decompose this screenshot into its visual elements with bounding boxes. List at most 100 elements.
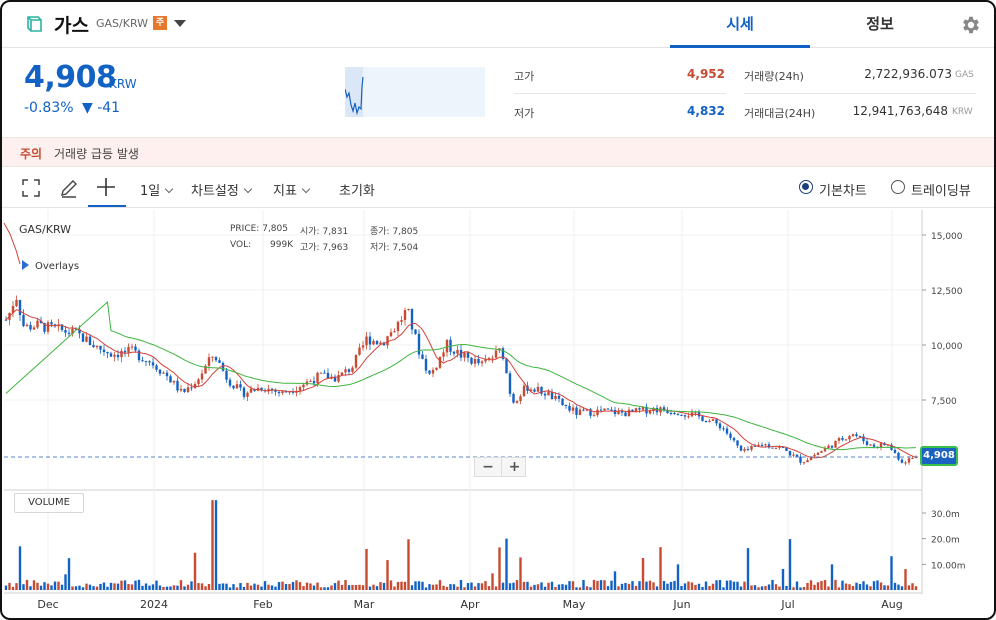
candle-body xyxy=(701,416,704,421)
candle-body xyxy=(431,369,435,374)
candle-body xyxy=(568,405,571,411)
volume-bar xyxy=(414,581,417,590)
candle-body xyxy=(624,412,627,417)
volume-bar xyxy=(589,587,592,590)
volume-bar xyxy=(319,587,323,590)
volume-bar xyxy=(638,581,641,590)
candle-body xyxy=(743,448,746,451)
volume-bar xyxy=(813,584,816,590)
volume-bar xyxy=(270,585,274,590)
volume-bar xyxy=(732,581,736,590)
volume-bar xyxy=(547,582,550,590)
y-tick-label: 7,500 xyxy=(931,397,957,407)
notice-title: 주의 xyxy=(20,147,43,161)
volume-bar xyxy=(578,587,582,590)
candle-body xyxy=(571,407,575,411)
candle-body xyxy=(64,330,67,333)
volume-bar xyxy=(176,585,179,590)
candle-body xyxy=(603,408,606,411)
volume-bar xyxy=(172,585,176,590)
zoom-in-button[interactable]: + xyxy=(501,458,527,476)
high-value: 4,952 xyxy=(687,67,725,81)
candle-body xyxy=(806,460,809,463)
basic-chart-radio[interactable] xyxy=(799,180,813,194)
candle-body xyxy=(326,372,330,379)
candle-body xyxy=(435,367,438,370)
candle-body xyxy=(214,356,218,361)
tradingview-label[interactable]: 트레이딩뷰 xyxy=(911,184,971,199)
volume-bar xyxy=(92,586,95,590)
volume-bar xyxy=(438,580,442,590)
candle-body xyxy=(32,327,36,330)
fullscreen-icon[interactable] xyxy=(22,179,40,197)
candle-body xyxy=(347,369,351,372)
chart-settings-select[interactable]: 차트설정 xyxy=(191,180,253,199)
candle-body xyxy=(778,447,781,449)
draw-pen-icon[interactable] xyxy=(59,178,79,198)
tab-quote[interactable]: 시세 xyxy=(670,2,810,48)
tradingview-radio[interactable] xyxy=(891,180,905,194)
legend-low: 저가: 7,504 xyxy=(370,240,418,253)
volume-bar xyxy=(466,583,470,590)
volume-bar xyxy=(830,564,834,590)
candle-body xyxy=(379,342,382,345)
volume-bar xyxy=(74,586,78,590)
candle-body xyxy=(519,396,522,402)
candle-body xyxy=(767,444,771,448)
candle-body xyxy=(39,320,43,323)
volume-bar xyxy=(914,586,918,590)
volume-bar xyxy=(869,586,872,590)
volume-bar xyxy=(431,584,435,590)
volume-bar xyxy=(32,580,36,590)
candle-body xyxy=(393,331,396,333)
coin-select-dropdown-icon[interactable] xyxy=(174,20,186,27)
volume-bar xyxy=(393,586,396,590)
volume-bar xyxy=(116,583,120,590)
indicators-select[interactable]: 지표 xyxy=(273,180,311,199)
crosshair-icon[interactable] xyxy=(96,177,116,197)
volume-bar xyxy=(498,547,501,590)
candle-body xyxy=(722,428,725,430)
volume-bar xyxy=(232,584,235,590)
x-tick-label: 2024 xyxy=(140,598,168,611)
candle-body xyxy=(137,350,141,361)
basic-chart-label[interactable]: 기본차트 xyxy=(819,184,867,199)
volume-bar xyxy=(242,586,246,590)
overlays-toggle[interactable]: Overlays xyxy=(22,260,79,272)
tab-info[interactable]: 정보 xyxy=(866,15,894,33)
candle-body xyxy=(162,372,165,374)
volume-bar xyxy=(662,581,666,590)
legend-price-value: 7,805 xyxy=(262,224,288,234)
candle-body xyxy=(365,336,368,346)
volume-bar xyxy=(417,581,421,590)
volume-bar xyxy=(330,585,333,590)
candle-body xyxy=(442,352,445,357)
candle-body xyxy=(648,411,652,414)
volume-bar xyxy=(841,580,844,590)
candle-body xyxy=(634,408,638,412)
volume-bar xyxy=(400,581,403,590)
candle-body xyxy=(368,336,372,345)
volume-bar xyxy=(239,583,242,590)
stat-divider xyxy=(514,93,726,94)
volume-bar xyxy=(627,583,631,590)
volume-bar xyxy=(788,539,792,590)
candle-body xyxy=(669,412,673,414)
zoom-out-button[interactable]: − xyxy=(482,459,494,475)
chart-settings-label: 차트설정 xyxy=(191,184,239,199)
candle-body xyxy=(400,320,403,322)
volume-bar xyxy=(704,581,708,590)
candle-body xyxy=(879,443,883,448)
volume-bar xyxy=(893,582,897,590)
volume-bar xyxy=(613,571,617,590)
legend-open: 시가: 7,831 xyxy=(300,224,348,237)
volume-bar xyxy=(148,585,151,590)
reset-button[interactable]: 초기화 xyxy=(339,184,375,199)
volume-bar xyxy=(844,583,848,590)
price-chart[interactable]: Dec 2024 Feb Mar Apr May Jun Jul Aug 15,000 12,500… xyxy=(2,209,994,618)
interval-select[interactable]: 1일 xyxy=(140,180,174,199)
volume-bar xyxy=(746,548,750,590)
gear-icon[interactable] xyxy=(960,14,982,36)
volume-bar xyxy=(907,585,911,590)
volume-bar xyxy=(67,558,71,590)
